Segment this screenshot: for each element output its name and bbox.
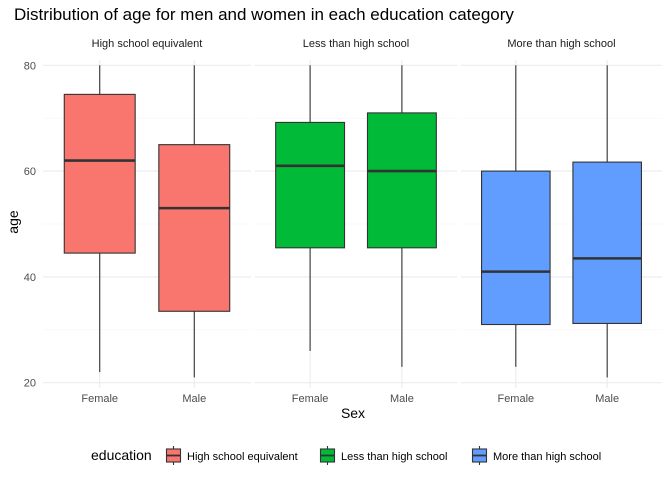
x-tick-label: Male [595, 393, 619, 405]
facet-panel: Less than high school Female Male [255, 38, 457, 405]
y-axis-title: age [5, 210, 21, 234]
y-tick-label: 40 [24, 272, 36, 284]
x-tick-label: Female [497, 393, 534, 405]
legend-item: High school equivalent [165, 446, 298, 465]
facet-panel: High school equivalent Female Male [43, 38, 251, 405]
box [481, 170, 551, 326]
box [63, 93, 136, 254]
x-axis-title: Sex [341, 405, 365, 421]
box [366, 112, 437, 249]
box [572, 161, 642, 325]
y-tick-label: 80 [24, 60, 36, 72]
x-tick-label: Female [81, 393, 118, 405]
facet-strip-label: High school equivalent [92, 38, 203, 50]
box [158, 144, 231, 312]
facet-panel: More than high school Female Male [461, 38, 662, 405]
y-tick-label: 20 [24, 378, 36, 390]
chart-title: Distribution of age for men and women in… [14, 5, 514, 24]
box [275, 121, 346, 249]
x-tick-label: Female [292, 393, 329, 405]
facet-strip-label: More than high school [507, 38, 615, 50]
facet-strip-label: Less than high school [303, 38, 409, 50]
legend-item: More than high school [471, 446, 601, 465]
x-tick-label: Male [390, 393, 414, 405]
legend-item: Less than high school [319, 446, 447, 465]
legend-title: education [91, 447, 152, 463]
y-tick-label: 60 [24, 166, 36, 178]
legend-label: Less than high school [341, 451, 447, 463]
x-tick-label: Male [182, 393, 206, 405]
legend-label: High school equivalent [187, 451, 298, 463]
legend-label: More than high school [493, 451, 601, 463]
y-axis: 20 40 60 80 [24, 60, 36, 389]
legend: education High school equivalent Less tha… [91, 446, 601, 465]
